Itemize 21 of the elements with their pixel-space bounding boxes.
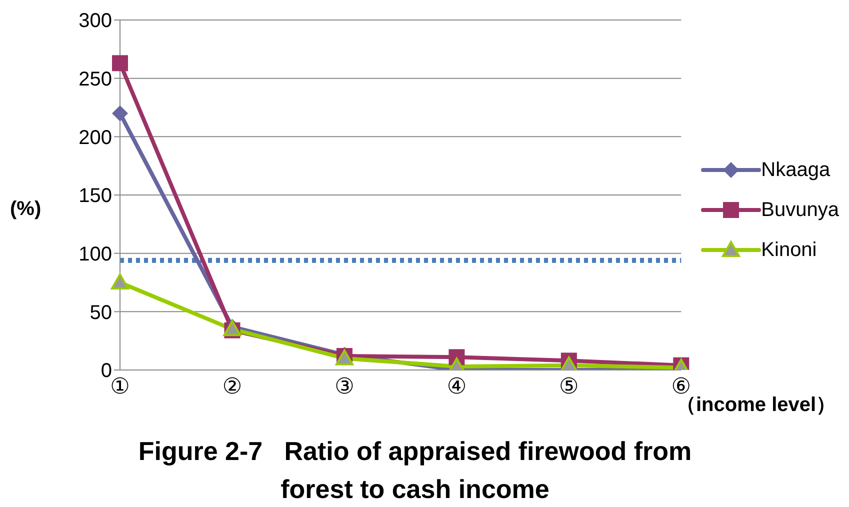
x-tick-label: ③ bbox=[334, 374, 354, 399]
y-tick-label: 150 bbox=[78, 185, 112, 208]
y-tick-label: 50 bbox=[90, 302, 112, 324]
y-tick-label: 0 bbox=[100, 360, 112, 382]
y-tick-label: 200 bbox=[78, 126, 112, 149]
legend-label: Kinoni bbox=[761, 238, 817, 262]
y-axis-title: (%) bbox=[10, 198, 42, 221]
x-tick-label: ① bbox=[110, 374, 130, 399]
point bbox=[112, 55, 128, 72]
legend-label: Nkaaga bbox=[761, 158, 830, 182]
x-tick-label: ⑤ bbox=[559, 374, 579, 399]
point bbox=[112, 105, 128, 122]
text: Figure 2-7 Ratio of appraised firewood from forest to cash income bbox=[137, 435, 693, 506]
y-tick-label: 100 bbox=[78, 243, 112, 266]
point bbox=[560, 356, 578, 370]
point bbox=[111, 274, 129, 290]
x-tick-label: ④ bbox=[446, 374, 467, 399]
x-tick-label: ② bbox=[222, 374, 242, 399]
y-tick-label: 300 bbox=[78, 10, 112, 32]
legend-label: Buvunya bbox=[761, 198, 839, 222]
y-tick-label: 250 bbox=[78, 68, 112, 90]
